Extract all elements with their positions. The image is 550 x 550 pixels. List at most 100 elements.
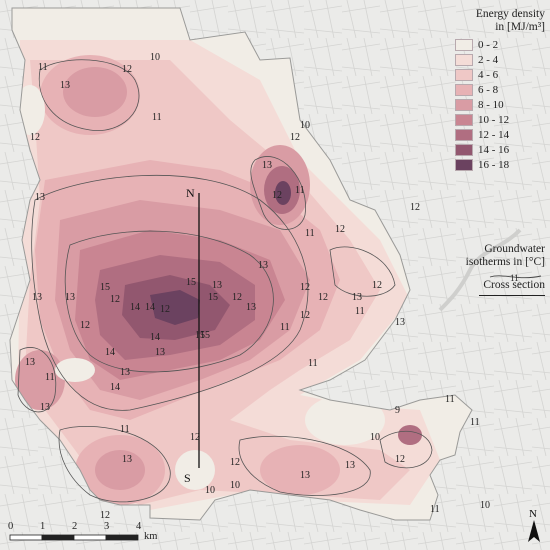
legend: Energy density in [MJ/m³] 0 - 2 2 - 4 4 - …	[455, 8, 545, 173]
contour-value-label: 13	[345, 460, 355, 471]
contour-value-label: 12	[80, 320, 90, 331]
contour-value-label: 13	[246, 302, 256, 313]
cross-section-label: Cross section	[483, 279, 545, 291]
contour-value-label: 12	[272, 190, 282, 201]
cross-section-legend: Cross section	[448, 279, 545, 296]
north-label: N	[529, 508, 537, 520]
scale-tick-label: 4	[136, 521, 142, 532]
scale-tick-label: 2	[72, 521, 78, 532]
contour-value-label: 11	[355, 306, 365, 317]
contour-value-label: 12	[395, 454, 405, 465]
legend-class: 6 - 8	[455, 83, 545, 97]
contour-value-label: 10	[300, 120, 310, 131]
contour-value-label: 13	[212, 280, 222, 291]
legend-class-label: 4 - 6	[478, 69, 499, 81]
legend-swatch	[455, 84, 473, 96]
isotherm-label-line2: isotherms in [°C]	[465, 256, 545, 268]
contour-value-label: 12	[300, 310, 310, 321]
scale-tick-label: 3	[104, 521, 110, 532]
contour-value-label: 12	[335, 224, 345, 235]
legend-class: 4 - 6	[455, 68, 545, 82]
legend-class: 8 - 10	[455, 98, 545, 112]
contour-value-label: 11	[430, 504, 440, 515]
contour-value-label: 14	[130, 302, 140, 313]
contour-value-label: 9	[395, 405, 400, 416]
legend-class-label: 10 - 12	[478, 114, 510, 126]
cross-section-start-label: N	[186, 186, 195, 200]
contour-value-label: 12	[290, 132, 300, 143]
scale-unit-label: km	[144, 531, 158, 542]
isotherm-lines	[17, 59, 433, 503]
contour-value-label: 15	[200, 330, 210, 341]
contour-value-label: 11	[470, 417, 480, 428]
contour-value-label: 12	[410, 202, 420, 213]
scale-tick-label: 1	[40, 521, 46, 532]
contour-value-label: 13	[258, 260, 268, 271]
legend-class-label: 2 - 4	[478, 54, 499, 66]
contour-value-label: 14	[150, 332, 160, 343]
contour-value-label: 11	[445, 394, 455, 405]
legend-title-line1: Energy density	[475, 8, 545, 20]
contour-value-label: 15	[208, 292, 218, 303]
contour-value-label: 13	[262, 160, 272, 171]
legend-swatch	[455, 114, 473, 126]
contour-value-label: 11	[38, 62, 48, 73]
legend-swatch	[455, 39, 473, 51]
river	[438, 228, 522, 312]
contour-value-label: 10	[230, 480, 240, 491]
contour-value-label: 13	[65, 292, 75, 303]
contour-value-label: 13	[32, 292, 42, 303]
legend-class: 10 - 12	[455, 113, 545, 127]
legend-class-label: 14 - 16	[478, 144, 510, 156]
cross-section-end-label: S	[184, 471, 191, 485]
legend-class-label: 16 - 18	[478, 159, 510, 171]
contour-value-label: 13	[352, 292, 362, 303]
legend-class: 16 - 18	[455, 158, 545, 172]
contour-value-label: 11	[152, 112, 162, 123]
contour-value-label: 12	[122, 64, 132, 75]
legend-swatch	[455, 159, 473, 171]
contour-value-label: 14	[105, 347, 115, 358]
contour-value-label: 15	[100, 282, 110, 293]
contour-value-label: 13	[122, 454, 132, 465]
legend-swatch	[455, 129, 473, 141]
legend-class: 14 - 16	[455, 143, 545, 157]
contour-value-label: 11	[45, 372, 55, 383]
scale-bar: 0 1 2 3 4 km	[8, 521, 178, 550]
legend-classes: 0 - 2 2 - 4 4 - 6 6 - 8 8 - 10 10 - 12 12 - 14…	[455, 38, 545, 172]
contour-value-label: 11	[280, 322, 290, 333]
cross-section-symbol	[479, 295, 545, 296]
contour-value-label: 11	[308, 358, 318, 369]
contour-value-label: 13	[155, 347, 165, 358]
contour-value-label: 13	[120, 367, 130, 378]
scale-tick-label: 0	[8, 521, 14, 532]
contour-value-label: 14	[145, 302, 155, 313]
north-arrow-icon: N	[525, 506, 543, 544]
contour-value-label: 11	[305, 228, 315, 239]
contour-value-label: 13	[300, 470, 310, 481]
contour-value-label: 10	[205, 485, 215, 496]
legend-class-label: 12 - 14	[478, 129, 510, 141]
contour-value-label: 14	[110, 382, 120, 393]
contour-value-label: 13	[395, 317, 405, 328]
contour-value-label: 10	[480, 500, 490, 511]
legend-title-line2: in [MJ/m³]	[495, 21, 545, 33]
contour-value-label: 15	[186, 277, 196, 288]
legend-class-label: 8 - 10	[478, 99, 504, 111]
legend-class: 12 - 14	[455, 128, 545, 142]
legend-class-label: 6 - 8	[478, 84, 499, 96]
contour-value-label: 13	[35, 192, 45, 203]
legend-class: 0 - 2	[455, 38, 545, 52]
legend-swatch	[455, 54, 473, 66]
contour-value-label: 13	[60, 80, 70, 91]
contour-value-label: 12	[110, 294, 120, 305]
contour-value-label: 13	[40, 402, 50, 413]
contour-value-label: 13	[25, 357, 35, 368]
legend-class: 2 - 4	[455, 53, 545, 67]
isotherm-label-line1: Groundwater	[484, 243, 545, 255]
contour-value-label: 15	[195, 330, 205, 341]
